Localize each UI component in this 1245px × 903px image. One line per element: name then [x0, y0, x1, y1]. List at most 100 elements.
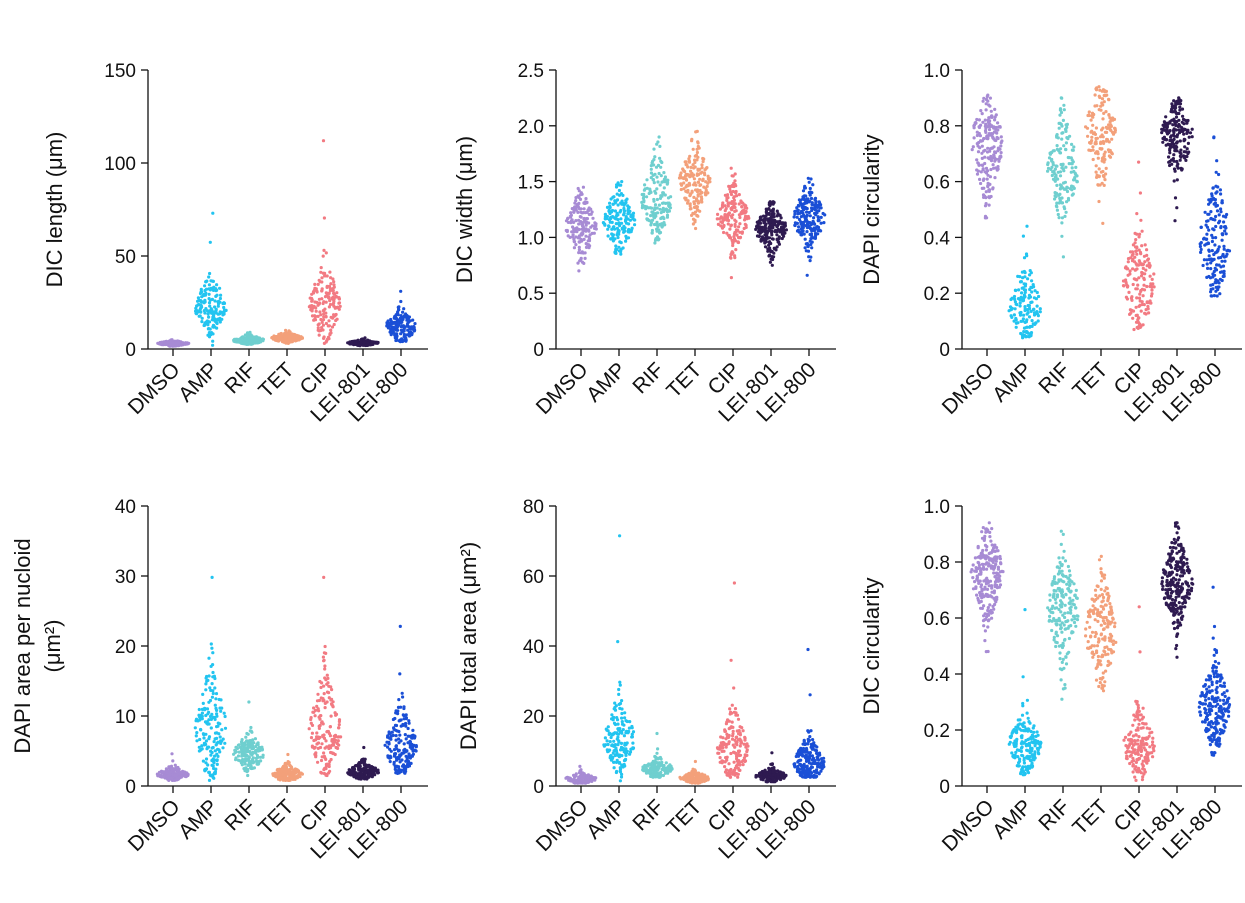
data-point	[322, 751, 326, 755]
series-dmso	[564, 764, 598, 785]
data-point	[316, 303, 320, 307]
data-point	[199, 727, 203, 732]
x-tick-label-amp: AMP	[582, 358, 630, 406]
data-point	[1100, 159, 1104, 163]
data-point	[655, 187, 659, 191]
data-point	[1205, 258, 1209, 262]
data-point	[400, 758, 404, 762]
data-point	[1126, 260, 1130, 264]
data-point	[215, 741, 219, 745]
data-point	[261, 755, 265, 759]
data-point	[982, 136, 986, 141]
data-point	[603, 223, 607, 227]
data-point	[1038, 307, 1042, 311]
data-point	[1174, 100, 1178, 104]
data-point	[768, 200, 772, 204]
data-point	[1148, 264, 1152, 268]
series-dmso	[564, 185, 598, 273]
data-point	[1058, 183, 1062, 187]
data-point	[365, 763, 369, 768]
data-point	[242, 753, 246, 757]
data-point	[209, 286, 213, 290]
data-point	[696, 208, 700, 212]
data-point	[734, 228, 739, 232]
data-point	[210, 763, 214, 767]
data-point	[1146, 258, 1150, 262]
data-point	[723, 209, 727, 213]
data-point	[210, 297, 214, 301]
panel-dic-length: 050100150DMSOAMPRIFTETCIPLEI-801LEI-800D…	[42, 61, 428, 427]
data-point	[321, 309, 325, 313]
data-point	[582, 228, 586, 232]
data-point	[392, 762, 396, 766]
data-point	[218, 320, 222, 324]
data-point	[315, 289, 319, 293]
data-point	[202, 301, 206, 305]
data-point	[972, 136, 976, 140]
data-point	[730, 205, 734, 209]
data-point	[1065, 136, 1069, 140]
data-point	[358, 344, 362, 348]
data-point	[398, 624, 402, 629]
data-point	[1070, 158, 1074, 162]
series-dmso	[155, 752, 190, 783]
data-point	[1052, 149, 1056, 153]
data-point	[654, 191, 658, 195]
data-point	[1203, 210, 1207, 214]
data-point	[663, 193, 667, 197]
data-point	[394, 728, 398, 732]
data-point	[583, 200, 587, 204]
data-point	[222, 301, 227, 305]
data-point	[734, 184, 738, 188]
data-point	[1202, 237, 1206, 241]
data-point	[1175, 133, 1180, 137]
data-point	[759, 238, 763, 243]
data-point	[200, 320, 204, 324]
data-point	[987, 203, 991, 207]
data-point	[407, 734, 411, 738]
data-point	[755, 234, 760, 238]
data-point	[252, 741, 256, 745]
data-point	[234, 758, 238, 762]
data-point	[212, 771, 217, 775]
data-point	[652, 147, 656, 151]
data-point	[819, 206, 823, 210]
data-point	[982, 195, 986, 199]
data-point	[337, 301, 342, 305]
data-point	[705, 166, 709, 170]
data-point	[399, 289, 403, 293]
data-point	[692, 166, 696, 170]
data-point	[1164, 115, 1168, 119]
data-point	[1140, 244, 1144, 248]
data-point	[996, 121, 1000, 125]
data-point	[977, 118, 982, 122]
data-point	[655, 197, 660, 202]
data-point	[216, 302, 221, 306]
data-point	[320, 276, 324, 280]
data-point	[1172, 127, 1176, 131]
data-point	[1168, 163, 1172, 168]
data-point	[284, 328, 288, 332]
data-point	[309, 308, 313, 312]
data-point	[1070, 166, 1074, 170]
data-point	[1184, 158, 1188, 162]
data-point	[203, 298, 207, 302]
data-point	[565, 228, 569, 233]
data-point	[1014, 316, 1018, 321]
data-point	[170, 768, 174, 772]
data-point	[401, 763, 406, 767]
data-point	[315, 699, 320, 703]
data-point	[1175, 178, 1179, 182]
data-point	[706, 181, 710, 185]
data-point	[1178, 154, 1182, 158]
data-point	[1012, 313, 1017, 317]
data-point	[1215, 209, 1220, 213]
data-point	[178, 776, 182, 780]
data-point	[1173, 134, 1177, 138]
data-point	[316, 314, 320, 318]
data-point	[309, 736, 314, 740]
data-point	[645, 178, 649, 182]
data-point	[307, 727, 311, 731]
data-point	[1058, 174, 1063, 178]
data-point	[1017, 288, 1021, 292]
